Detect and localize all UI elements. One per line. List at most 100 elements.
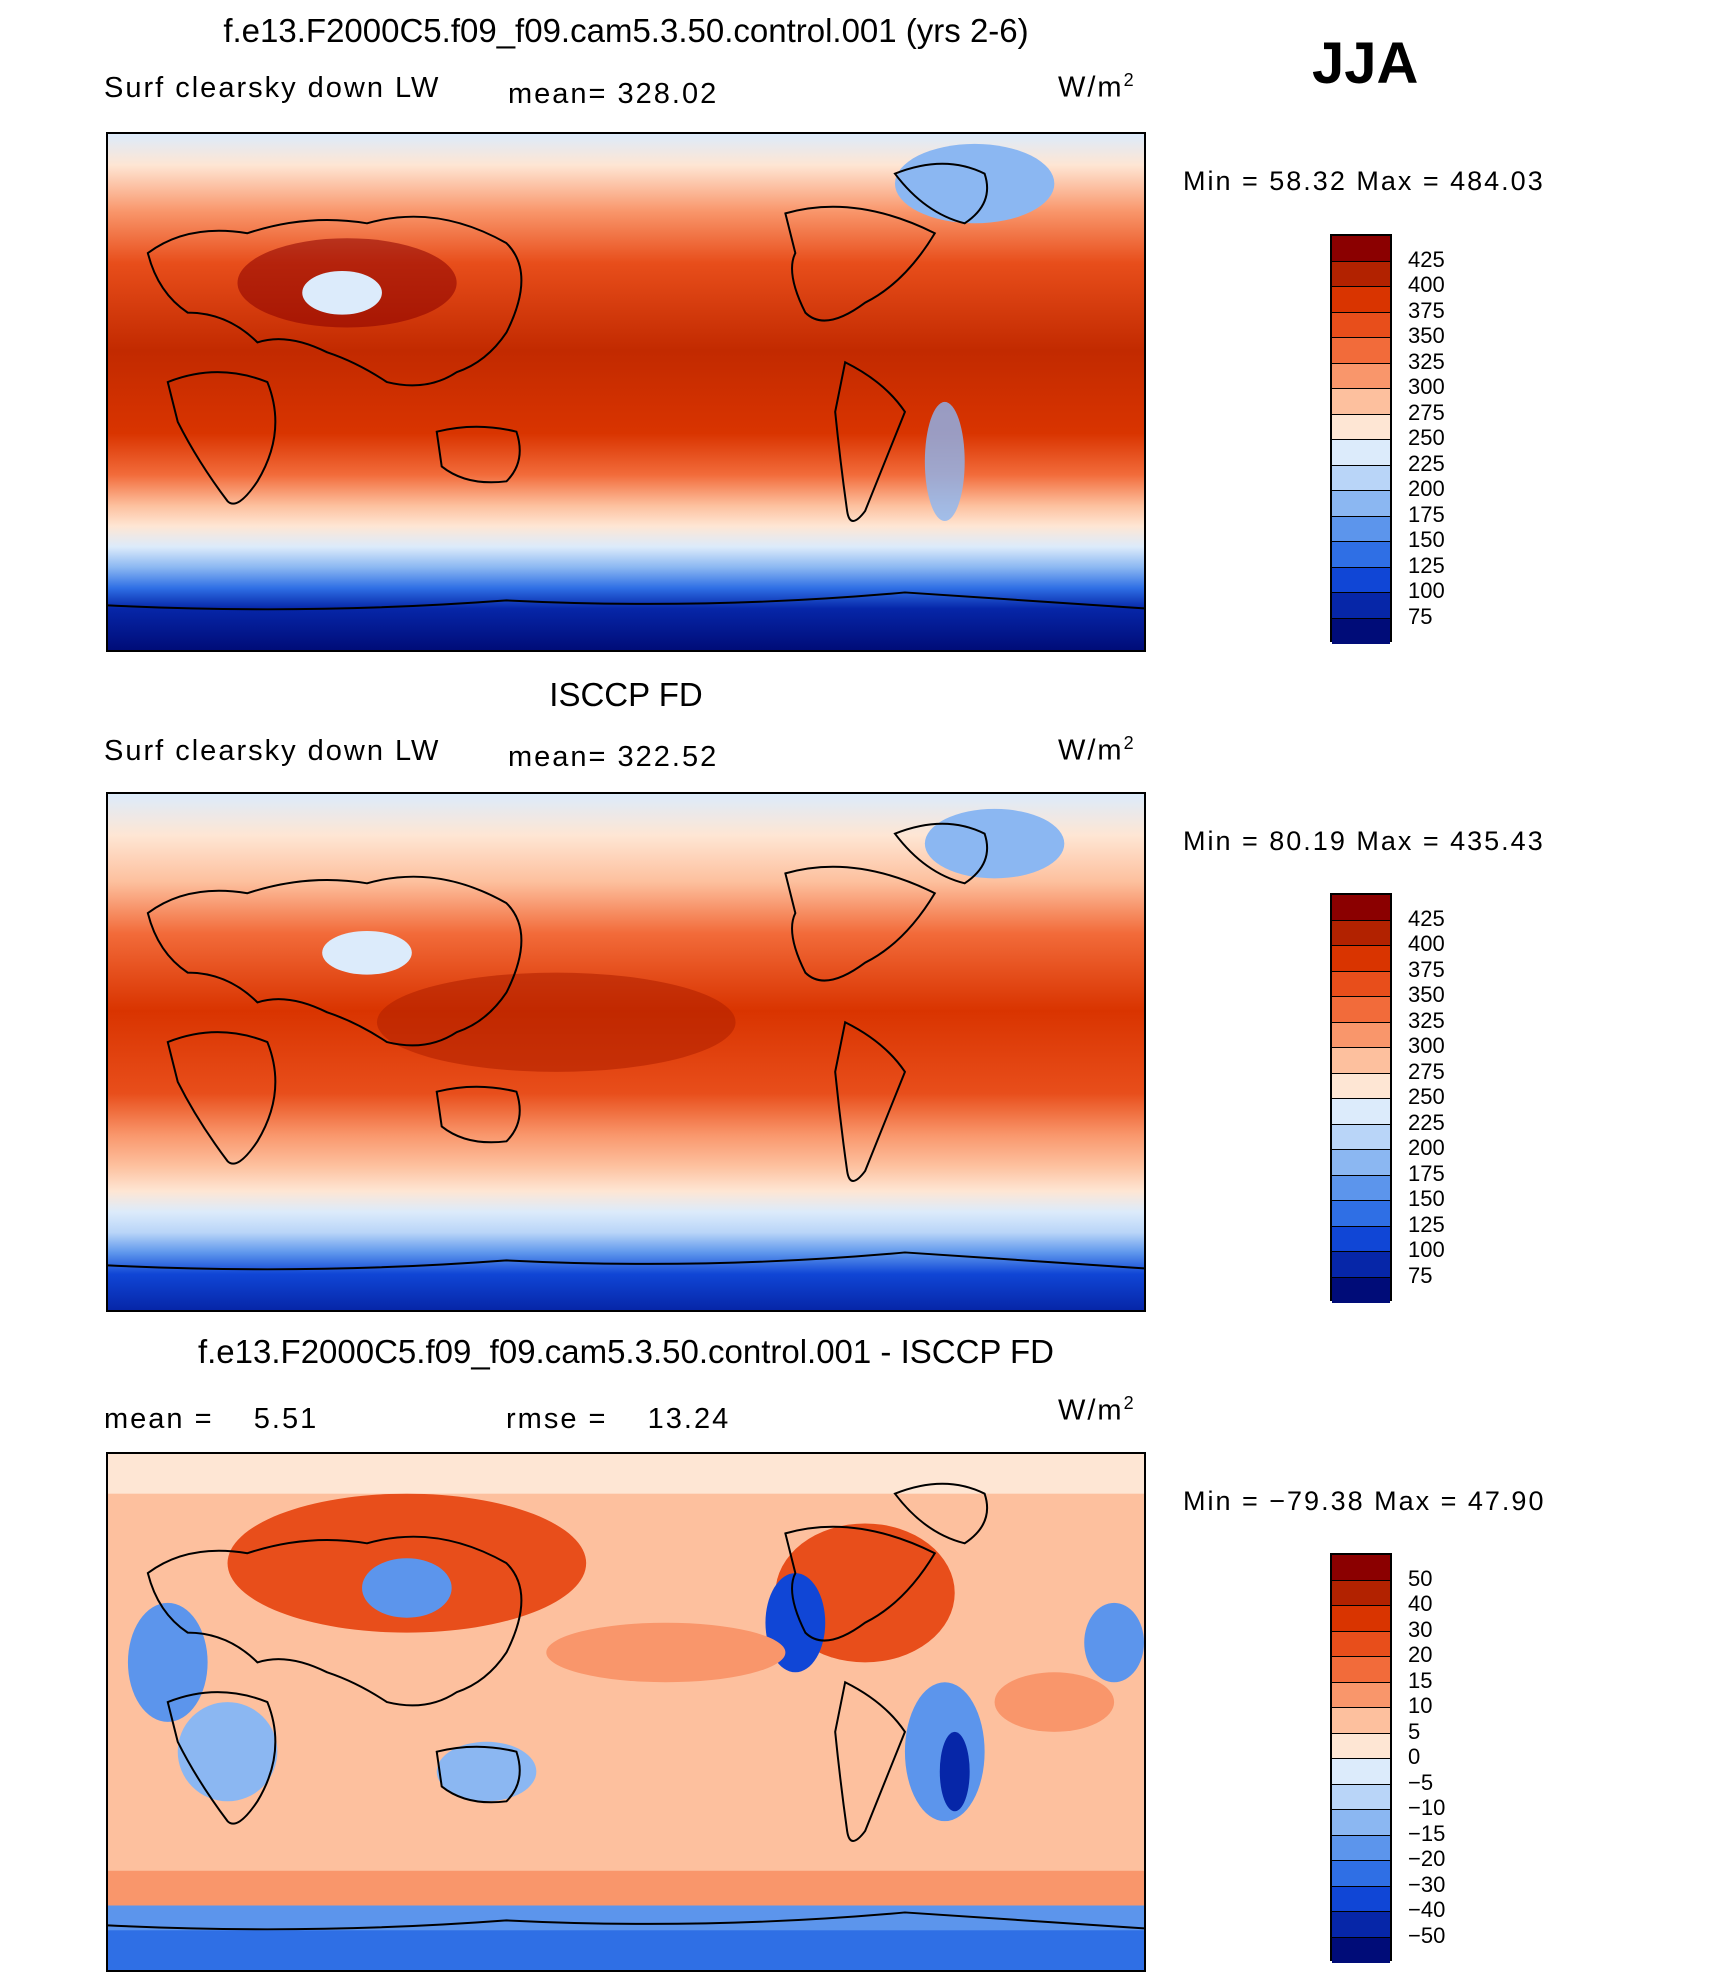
colorbar-tick-label: 40 [1408, 1591, 1433, 1616]
colorbar-segment [1332, 1682, 1390, 1708]
colorbar-segment [1332, 1631, 1390, 1657]
colorbar-tick-label: −10 [1408, 1795, 1446, 1820]
panel3-map [106, 1452, 1146, 1972]
colorbar-tick-label: 150 [1408, 1186, 1445, 1211]
colorbar-segment [1332, 363, 1390, 389]
colorbar-tick-label: 175 [1408, 1160, 1445, 1186]
colorbar-tick-label: 50 [1408, 1565, 1433, 1591]
colorbar-segment [1332, 1580, 1390, 1606]
colorbar-tick-label: 75 [1408, 603, 1433, 629]
colorbar-tick-label: 200 [1408, 476, 1445, 501]
colorbar-segment [1332, 261, 1390, 287]
colorbar-tick-label: 400 [1408, 931, 1445, 956]
colorbar-segment [1332, 1835, 1390, 1861]
colorbar-tick-label: 300 [1408, 374, 1445, 399]
colorbar-tick-label: −40 [1408, 1897, 1446, 1922]
colorbar-segment [1332, 1022, 1390, 1048]
colorbar-tick-label: 15 [1408, 1667, 1433, 1693]
colorbar-tick-label: 5 [1408, 1718, 1421, 1744]
colorbar-segment [1332, 1226, 1390, 1252]
colorbar-segment [1332, 389, 1390, 415]
colorbar-tick-label: −15 [1408, 1820, 1446, 1846]
panel1-title: f.e13.F2000C5.f09_f09.cam5.3.50.control.… [223, 12, 1029, 49]
panel2-title: ISCCP FD [549, 676, 703, 713]
colorbar-tick-label: 375 [1408, 297, 1445, 323]
panel1-colorbar [1330, 234, 1392, 644]
colorbar-segment [1332, 1201, 1390, 1227]
colorbar-segment [1332, 1073, 1390, 1099]
colorbar-tick-label: 425 [1408, 905, 1445, 931]
colorbar-segment [1332, 1937, 1390, 1963]
colorbar-segment [1332, 440, 1390, 466]
colorbar-tick-label: 250 [1408, 1084, 1445, 1109]
colorbar-tick-label: 125 [1408, 1211, 1445, 1237]
colorbar-segment [1332, 1861, 1390, 1887]
panel3-minmax: Min = −79.38 Max = 47.90 [1183, 1486, 1546, 1516]
colorbar-segment [1332, 1099, 1390, 1125]
panel2-map [106, 792, 1146, 1312]
colorbar-segment [1332, 516, 1390, 542]
colorbar-segment [1332, 895, 1390, 921]
panel3-rmse: rmse = 13.24 [506, 1403, 731, 1435]
colorbar-tick-label: 375 [1408, 956, 1445, 982]
colorbar-segment [1332, 593, 1390, 619]
colorbar-segment [1332, 542, 1390, 568]
colorbar-tick-label: 425 [1408, 246, 1445, 272]
colorbar-segment [1332, 1759, 1390, 1785]
colorbar-tick-label: −30 [1408, 1871, 1446, 1897]
colorbar-tick-label: 225 [1408, 1109, 1445, 1135]
colorbar-segment [1332, 1708, 1390, 1734]
panel1-units: W/m2 [1058, 70, 1136, 104]
colorbar-segment [1332, 946, 1390, 972]
colorbar-segment [1332, 1784, 1390, 1810]
colorbar-segment [1332, 338, 1390, 364]
colorbar-segment [1332, 1252, 1390, 1278]
colorbar-segment [1332, 920, 1390, 946]
colorbar-tick-label: 30 [1408, 1616, 1433, 1642]
colorbar-tick-label: 125 [1408, 552, 1445, 578]
colorbar-tick-label: 75 [1408, 1262, 1433, 1288]
colorbar-segment [1332, 971, 1390, 997]
colorbar-segment [1332, 1048, 1390, 1074]
panel2-mean: mean= 322.52 [508, 741, 719, 773]
colorbar-tick-label: 100 [1408, 578, 1445, 603]
colorbar-tick-label: 275 [1408, 399, 1445, 425]
panel3-title: f.e13.F2000C5.f09_f09.cam5.3.50.control.… [197, 1333, 1055, 1370]
colorbar-tick-label: 350 [1408, 323, 1445, 348]
colorbar-tick-label: 200 [1408, 1135, 1445, 1160]
panel3-colorbar [1330, 1553, 1392, 1963]
colorbar-segment [1332, 1277, 1390, 1303]
colorbar-segment [1332, 1124, 1390, 1150]
colorbar-segment [1332, 1606, 1390, 1632]
colorbar-segment [1332, 236, 1390, 262]
colorbar-segment [1332, 287, 1390, 313]
colorbar-tick-label: 300 [1408, 1033, 1445, 1058]
colorbar-segment [1332, 491, 1390, 517]
colorbar-segment [1332, 1657, 1390, 1683]
colorbar-tick-label: 325 [1408, 1007, 1445, 1033]
colorbar-segment [1332, 1912, 1390, 1938]
panel2-colorbar [1330, 893, 1392, 1303]
colorbar-tick-label: 10 [1408, 1693, 1433, 1718]
colorbar-tick-label: 400 [1408, 272, 1445, 297]
panel1-mean: mean= 328.02 [508, 78, 719, 110]
colorbar-tick-label: 250 [1408, 425, 1445, 450]
season-label: JJA [1312, 31, 1419, 96]
colorbar-tick-label: 0 [1408, 1744, 1421, 1769]
colorbar-tick-label: 275 [1408, 1058, 1445, 1084]
colorbar-tick-label: 225 [1408, 450, 1445, 476]
colorbar-tick-label: 150 [1408, 527, 1445, 552]
colorbar-segment [1332, 1555, 1390, 1581]
colorbar-segment [1332, 1150, 1390, 1176]
colorbar-segment [1332, 997, 1390, 1023]
panel3-map-field [108, 1454, 1144, 1970]
colorbar-segment [1332, 567, 1390, 593]
colorbar-segment [1332, 465, 1390, 491]
colorbar-tick-label: 100 [1408, 1237, 1445, 1262]
colorbar-tick-label: 325 [1408, 348, 1445, 374]
panel2-map-field [108, 794, 1144, 1310]
colorbar-tick-label: 175 [1408, 501, 1445, 527]
colorbar-tick-label: −50 [1408, 1922, 1446, 1948]
colorbar-tick-label: −5 [1408, 1769, 1434, 1795]
colorbar-segment [1332, 1886, 1390, 1912]
